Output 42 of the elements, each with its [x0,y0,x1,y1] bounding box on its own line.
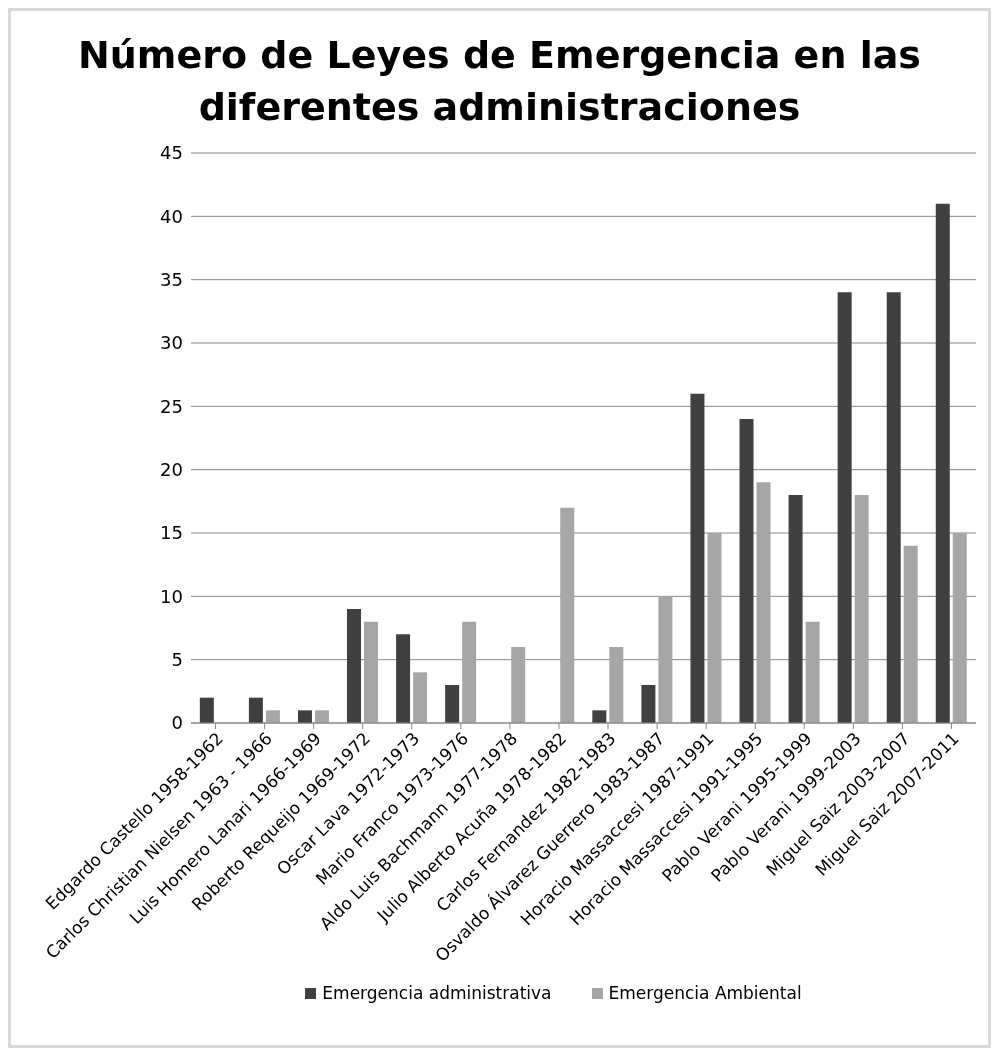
y-tick-label: 30 [160,332,183,354]
bar [297,710,312,723]
bar [756,482,771,723]
bar [837,292,852,723]
y-tick-label: 45 [160,142,183,164]
legend-label: Emergencia administrativa [321,983,552,1003]
y-tick-label: 5 [171,649,183,671]
bar [658,596,673,723]
bar [592,710,607,723]
bar [854,495,869,723]
bar [560,507,575,723]
bar [739,419,754,723]
bar [788,495,803,723]
bar [609,647,624,723]
bar [886,292,901,723]
bar [462,621,477,723]
bar [445,685,460,723]
bar [707,533,722,723]
bar [413,672,428,723]
y-tick-label: 0 [171,712,183,734]
bar [314,710,329,723]
bar [364,621,379,723]
y-tick-label: 20 [160,459,183,481]
y-tick-label: 25 [160,395,183,417]
bar [952,533,967,723]
bar [347,609,362,723]
bar [511,647,526,723]
y-tick-label: 10 [160,585,183,607]
bar [935,203,950,723]
y-tick-label: 40 [160,205,183,227]
bar [805,621,820,723]
bar [265,710,280,723]
chart-title: Número de Leyes de Emergencia en las diferentes administraciones [77,32,922,131]
bar [199,697,214,723]
bar [396,634,411,723]
legend-label: Emergencia Ambiental [607,983,802,1003]
bar [903,545,918,723]
bar [248,697,263,723]
bar [641,685,656,723]
bar [690,393,705,723]
y-tick-label: 15 [160,522,183,544]
y-tick-label: 35 [160,269,183,291]
